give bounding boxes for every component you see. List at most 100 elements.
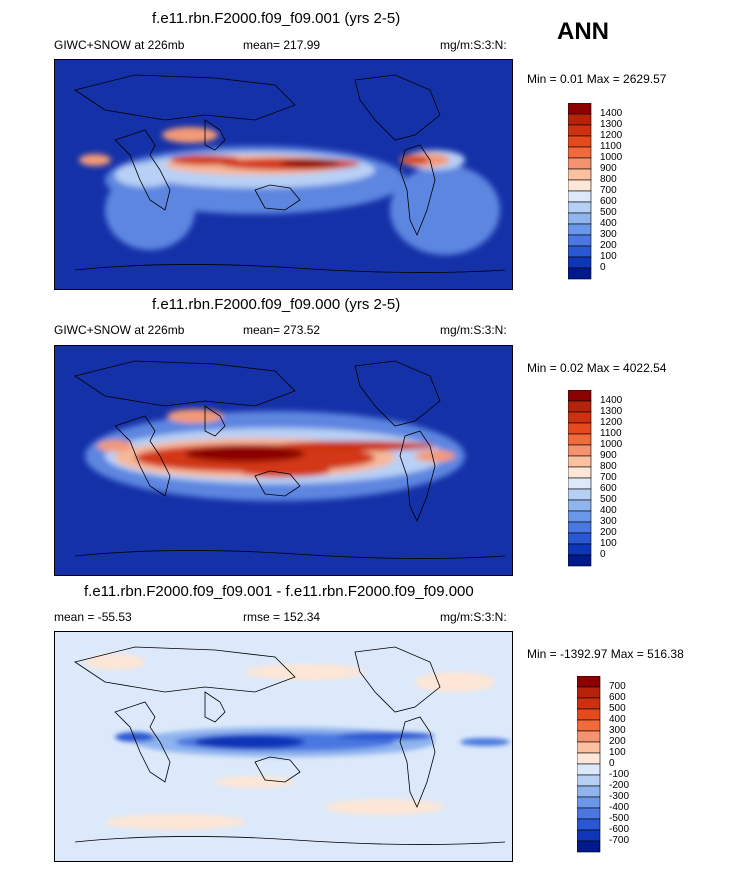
colorbar-label: -100: [609, 769, 630, 780]
colorbar-label: 500: [609, 703, 626, 714]
colorbar-label: 400: [609, 714, 626, 725]
colorbar-swatch: [568, 466, 592, 479]
colorbar-swatch: [577, 829, 601, 842]
colorbar-swatch: [568, 190, 592, 203]
panel-1-title: f.e11.rbn.F2000.f09_f09.001 (yrs 2-5): [152, 10, 401, 27]
colorbar-label: 1400: [600, 108, 623, 119]
colorbar-swatch: [577, 752, 601, 765]
colorbar-label: 500: [600, 207, 617, 218]
colorbar-swatch: [568, 488, 592, 501]
colorbar-label: 100: [600, 538, 617, 549]
colorbar-label: 500: [600, 494, 617, 505]
panel-3-colorbar: 700 600 500 400 300 200 100 0 -100 -200 …: [577, 676, 637, 856]
colorbar-swatch: [568, 422, 592, 435]
colorbar-swatch: [577, 676, 601, 688]
season-label: ANN: [557, 18, 609, 45]
colorbar-label: 600: [600, 196, 617, 207]
panel-3-colorbar-swatches: [577, 676, 601, 853]
colorbar-swatch: [577, 730, 601, 743]
colorbar-swatch: [568, 124, 592, 137]
colorbar-label: 300: [600, 516, 617, 527]
colorbar-swatch: [568, 212, 592, 225]
colorbar-label: 1100: [600, 141, 622, 152]
colorbar-swatch: [568, 477, 592, 490]
panel-3-title: f.e11.rbn.F2000.f09_f09.001 - f.e11.rbn.…: [84, 583, 474, 600]
colorbar-label: 1400: [600, 395, 623, 406]
colorbar-label: 900: [600, 163, 617, 174]
colorbar-swatch: [577, 807, 601, 820]
panel-1-units-label: mg/m:S:3:N:: [440, 38, 507, 52]
colorbar-swatch: [568, 234, 592, 247]
colorbar-label: -500: [609, 813, 630, 824]
colorbar-swatch: [577, 818, 601, 831]
colorbar-swatch: [568, 245, 592, 258]
colorbar-swatch: [568, 256, 592, 269]
colorbar-swatch: [577, 741, 601, 754]
colorbar-swatch: [568, 400, 592, 413]
colorbar-swatch: [568, 510, 592, 523]
colorbar-swatch: [568, 390, 592, 402]
colorbar-label: 200: [600, 240, 617, 251]
colorbar-swatch: [568, 168, 592, 181]
colorbar-label: -700: [609, 835, 630, 846]
colorbar-swatch: [568, 499, 592, 512]
colorbar-label: 900: [600, 450, 617, 461]
colorbar-label: 100: [600, 251, 617, 262]
colorbar-label: 300: [600, 229, 617, 240]
panel-3-mean-label: mean = -55.53: [54, 610, 132, 624]
panel-2-mean-label: mean= 273.52: [243, 323, 321, 337]
colorbar-swatch: [577, 686, 601, 699]
colorbar-swatch: [577, 840, 601, 853]
panel-1-colorbar-swatches: [568, 103, 592, 280]
colorbar-swatch: [568, 444, 592, 457]
colorbar-label: 0: [609, 758, 615, 769]
colorbar-label: 200: [600, 527, 617, 538]
panel-3-minmax-label: Min = -1392.97 Max = 516.38: [527, 647, 684, 661]
colorbar-swatch: [568, 411, 592, 424]
colorbar-swatch: [568, 157, 592, 170]
colorbar-label: 1000: [600, 152, 623, 163]
colorbar-label: 300: [609, 725, 626, 736]
colorbar-label: 800: [600, 461, 617, 472]
colorbar-label: 700: [600, 472, 617, 483]
panel-3-map: [54, 631, 513, 862]
colorbar-swatch: [568, 532, 592, 545]
colorbar-label: -600: [609, 824, 630, 835]
colorbar-swatch: [577, 697, 601, 710]
colorbar-swatch: [577, 719, 601, 732]
colorbar-label: 600: [609, 692, 626, 703]
colorbar-swatch: [568, 201, 592, 214]
colorbar-label: 1300: [600, 119, 623, 130]
colorbar-label: 1100: [600, 428, 622, 439]
colorbar-label: 1200: [600, 417, 623, 428]
colorbar-swatch: [577, 763, 601, 776]
colorbar-label: -200: [609, 780, 630, 791]
colorbar-swatch: [568, 223, 592, 236]
colorbar-label: 0: [600, 262, 606, 273]
colorbar-label: -400: [609, 802, 630, 813]
colorbar-label: -300: [609, 791, 630, 802]
colorbar-label: 1300: [600, 406, 623, 417]
panel-2-units-label: mg/m:S:3:N:: [440, 323, 507, 337]
colorbar-swatch: [568, 267, 592, 280]
colorbar-swatch: [568, 179, 592, 192]
colorbar-swatch: [577, 796, 601, 809]
panel-1-minmax-label: Min = 0.01 Max = 2629.57: [527, 72, 667, 86]
colorbar-swatch: [568, 135, 592, 148]
colorbar-label: 600: [600, 483, 617, 494]
panel-2-map: [54, 345, 513, 576]
colorbar-swatch: [568, 521, 592, 534]
colorbar-label: 0: [600, 549, 606, 560]
colorbar-swatch: [568, 113, 592, 126]
panel-2-minmax-label: Min = 0.02 Max = 4022.54: [527, 361, 667, 375]
panel-3-rmse-label: rmse = 152.34: [243, 610, 321, 624]
colorbar-swatch: [577, 774, 601, 787]
colorbar-swatch: [577, 785, 601, 798]
panel-2-colorbar: 1400 1300 1200 1100 1000 900 800 700 600…: [568, 390, 628, 570]
panel-1-colorbar: 1400 1300 1200 1100 1000 900 800 700 600…: [568, 103, 628, 283]
colorbar-swatch: [577, 708, 601, 721]
colorbar-label: 1200: [600, 130, 623, 141]
colorbar-label: 400: [600, 505, 617, 516]
colorbar-label: 700: [600, 185, 617, 196]
colorbar-label: 800: [600, 174, 617, 185]
